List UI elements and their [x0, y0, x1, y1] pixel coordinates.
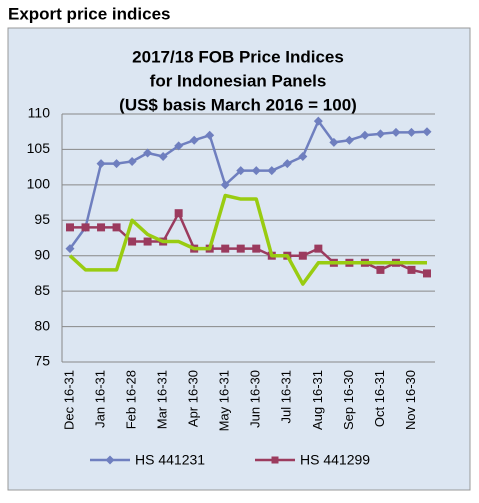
point [282, 159, 292, 169]
point [174, 141, 184, 151]
heading: Export price indices [8, 4, 171, 23]
point [267, 166, 277, 176]
point [313, 116, 323, 126]
legend-label: HS 441299 [300, 452, 370, 468]
x-tick-label: Oct 16-31 [372, 370, 387, 427]
y-tick-label: 85 [34, 282, 50, 298]
point [391, 127, 401, 137]
point [329, 137, 339, 147]
x-tick-label: Jan 16-31 [92, 370, 107, 428]
legend-marker [271, 456, 279, 464]
chart-title: 2017/18 FOB Price Indices [132, 47, 344, 66]
y-tick-label: 90 [34, 246, 50, 262]
y-tick-label: 75 [34, 353, 50, 369]
point [406, 127, 416, 137]
x-tick-label: Nov 16-30 [403, 370, 418, 430]
point [423, 269, 431, 278]
y-tick-label: 110 [28, 105, 51, 121]
point [236, 244, 245, 253]
point [66, 223, 74, 232]
y-tick-label: 80 [34, 317, 50, 333]
point [174, 209, 183, 218]
point [298, 152, 308, 162]
y-tick-label: 100 [27, 176, 51, 192]
point [376, 265, 385, 274]
y-tick-label: 95 [34, 211, 50, 227]
point [407, 265, 416, 274]
point [143, 148, 153, 158]
point [158, 152, 168, 162]
legend-label: HS 441231 [135, 452, 205, 468]
point [221, 244, 230, 253]
x-tick-label: Apr 16-30 [186, 370, 201, 427]
x-tick-label: May 16-31 [217, 370, 232, 431]
point [220, 180, 230, 190]
x-tick-label: Sep 16-30 [341, 370, 356, 430]
x-tick-label: Mar 16-31 [155, 370, 170, 429]
point [97, 223, 106, 232]
point [298, 251, 307, 260]
point [112, 223, 121, 232]
point [205, 130, 215, 140]
point [375, 129, 385, 139]
point [81, 223, 90, 232]
point [143, 237, 152, 246]
point [314, 244, 323, 253]
point [252, 244, 261, 253]
point [360, 130, 370, 140]
series-line [68, 193, 427, 286]
point [189, 135, 199, 145]
x-tick-label: Jul 16-31 [279, 370, 294, 423]
x-tick-label: Aug 16-31 [310, 370, 325, 430]
point [344, 135, 354, 145]
point [236, 166, 246, 176]
x-tick-label: Dec 16-31 [61, 370, 76, 430]
point [65, 244, 75, 254]
point [251, 166, 261, 176]
x-tick-label: Feb 16-28 [124, 370, 139, 429]
y-tick-label: 105 [27, 140, 51, 156]
point [127, 156, 137, 166]
point [96, 159, 106, 169]
x-tick-label: Jun 16-30 [248, 370, 263, 428]
point [128, 237, 137, 246]
chart-title: for Indonesian Panels [150, 71, 327, 90]
point [112, 159, 122, 169]
point [422, 127, 432, 137]
chart-title: (US$ basis March 2016 = 100) [119, 95, 357, 114]
legend-marker [105, 455, 115, 465]
